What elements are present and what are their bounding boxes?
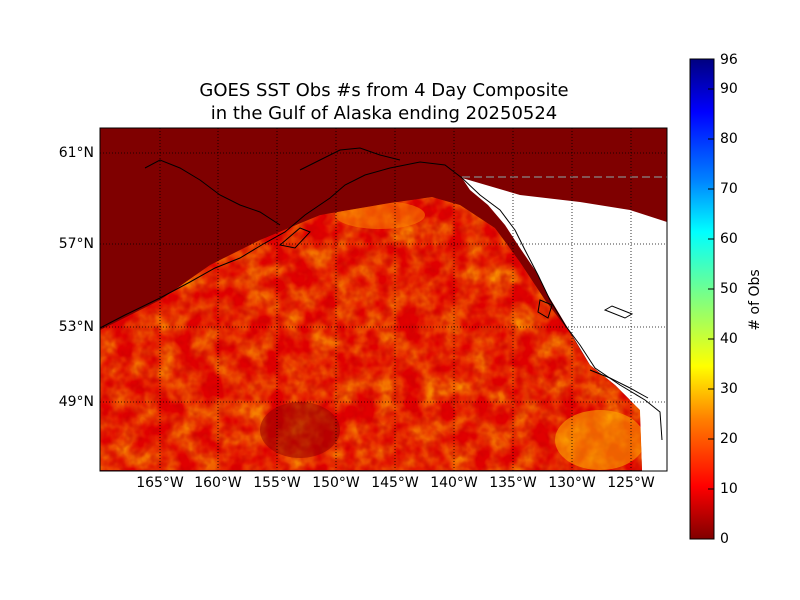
lon-label-130w: 130°W bbox=[548, 475, 596, 491]
lon-label-135w: 135°W bbox=[489, 475, 537, 491]
colorbar-tick-label: 70 bbox=[720, 181, 738, 197]
colorbar-tick-label: 0 bbox=[720, 531, 729, 547]
lat-label-49n: 49°N bbox=[58, 394, 94, 410]
lon-label-165w: 165°W bbox=[136, 475, 184, 491]
lon-label-150w: 150°W bbox=[312, 475, 360, 491]
colorbar bbox=[689, 58, 715, 540]
colorbar-tick-label: 10 bbox=[720, 481, 738, 497]
colorbar-tick-label: 40 bbox=[720, 331, 738, 347]
colorbar-tick-label: 30 bbox=[720, 381, 738, 397]
colorbar-tick-label: 50 bbox=[720, 281, 738, 297]
colorbar-title: # of Obs bbox=[747, 269, 763, 331]
lon-label-125w: 125°W bbox=[607, 475, 655, 491]
lon-label-155w: 155°W bbox=[253, 475, 301, 491]
lat-label-61n: 61°N bbox=[58, 145, 94, 161]
colorbar-tick-label: 60 bbox=[720, 231, 738, 247]
colorbar-ticks bbox=[708, 88, 714, 540]
land-mainland bbox=[462, 178, 667, 471]
map-title-line2: in the Gulf of Alaska ending 20250524 bbox=[210, 103, 558, 124]
colorbar-tick-label: 90 bbox=[720, 81, 738, 97]
lon-label-140w: 140°W bbox=[430, 475, 478, 491]
lon-label-145w: 145°W bbox=[371, 475, 419, 491]
colorbar-tick-label: 96 bbox=[720, 52, 738, 68]
lat-label-57n: 57°N bbox=[58, 236, 94, 252]
colorbar-tick-label: 20 bbox=[720, 431, 738, 447]
graticule bbox=[100, 128, 667, 471]
coastline bbox=[99, 147, 663, 441]
colorbar-tick-label: 80 bbox=[720, 131, 738, 147]
lat-label-53n: 53°N bbox=[58, 319, 94, 335]
map-frame bbox=[99, 127, 668, 472]
map-title-line1: GOES SST Obs #s from 4 Day Composite bbox=[199, 80, 569, 101]
lon-label-160w: 160°W bbox=[194, 475, 242, 491]
